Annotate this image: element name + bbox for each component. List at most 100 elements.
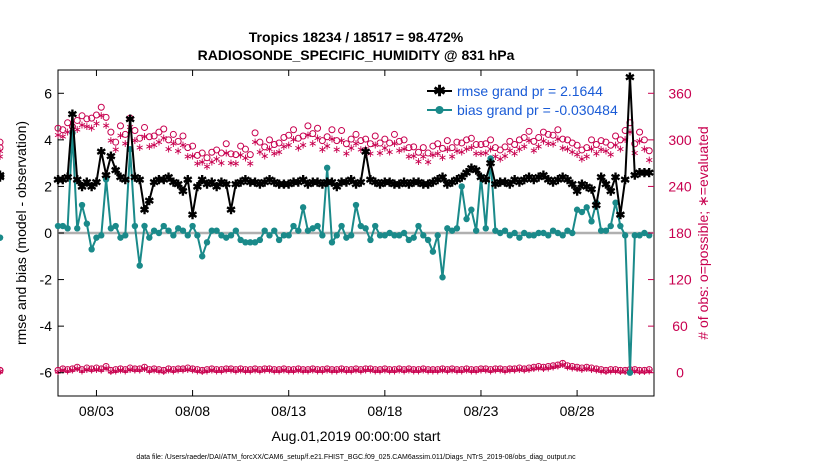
obs-evaluated-point: ∗ [443, 144, 452, 156]
bias-point [458, 183, 465, 190]
obs-possible-point [0, 138, 4, 146]
obs-evaluated-low-point: ∗ [616, 366, 625, 378]
obs-possible-low-point [338, 365, 346, 373]
obs-possible-point [92, 111, 100, 119]
rmse-point: ✱ [462, 166, 472, 180]
rmse-point: ✱ [495, 175, 505, 189]
rmse-point: ✱ [437, 171, 447, 185]
rmse-point: ✱ [413, 175, 423, 189]
rmse-point: ✱ [82, 175, 92, 189]
obs-possible-point [362, 135, 370, 143]
obs-possible-low-point [583, 363, 591, 371]
obs-possible-point [645, 147, 653, 155]
obs-evaluated-point: ∗ [351, 138, 360, 150]
y2-tick-label: 360 [668, 85, 692, 101]
obs-evaluated-low-point: ∗ [183, 364, 192, 376]
bias-point [631, 232, 638, 239]
obs-possible-point [160, 125, 168, 133]
bias-point [583, 204, 590, 211]
obs-possible-point [487, 136, 495, 144]
rmse-point: ✱ [274, 178, 284, 192]
rmse-point: ✱ [168, 175, 178, 189]
obs-evaluated-point: ∗ [318, 144, 327, 156]
obs-possible-low-point [112, 366, 120, 374]
obs-evaluated-low-point: ∗ [58, 365, 67, 377]
rmse-point: ✱ [625, 70, 635, 84]
obs-possible-point [554, 126, 562, 134]
obs-evaluated-low-point: ∗ [308, 365, 317, 377]
obs-evaluated-low-point: ∗ [645, 365, 654, 377]
obs-possible-point [83, 115, 91, 123]
obs-possible-point [501, 143, 509, 151]
obs-possible-low-point [309, 365, 317, 373]
rmse-point: ✱ [202, 178, 212, 192]
obs-evaluated-point: ∗ [87, 122, 96, 134]
bias-point [521, 229, 528, 237]
obs-possible-point [506, 137, 514, 145]
bias-point [645, 232, 653, 239]
obs-possible-low-point [328, 366, 336, 374]
obs-possible-low-point [64, 366, 72, 374]
obs-possible-point [631, 140, 639, 148]
obs-evaluated-point: ∗ [558, 143, 567, 155]
obs-evaluated-low-point: ∗ [111, 365, 120, 377]
obs-possible-low-point [280, 365, 288, 373]
obs-possible-low-point [640, 366, 648, 374]
obs-evaluated-point: ∗ [111, 144, 120, 156]
obs-possible-low-point [179, 365, 187, 373]
obs-possible-point [73, 116, 81, 124]
obs-evaluated-low-point: ∗ [337, 365, 346, 377]
obs-evaluated-low-point: ∗ [53, 366, 62, 378]
obs-possible-point [227, 150, 235, 158]
obs-evaluated-point: ∗ [568, 147, 577, 159]
obs-evaluated-point: ∗ [409, 150, 418, 162]
rmse-point: ✱ [149, 175, 159, 189]
bias-point [256, 236, 264, 244]
obs-possible-low-point [458, 366, 466, 374]
obs-evaluated-point: ∗ [308, 138, 317, 150]
rmse-point: ✱ [236, 175, 246, 189]
obs-possible-low-point [116, 365, 124, 373]
obs-evaluated-low-point: ∗ [524, 364, 533, 376]
obs-evaluated-point: ∗ [544, 138, 553, 150]
rmse-point: ✱ [260, 175, 270, 189]
obs-evaluated-low-point: ∗ [303, 365, 312, 377]
bias-point [405, 236, 413, 244]
bias-point [617, 222, 624, 230]
obs-possible-low-point [563, 362, 571, 370]
obs-evaluated-low-point: ∗ [476, 365, 485, 377]
obs-evaluated-low-point: ∗ [510, 365, 519, 377]
obs-evaluated-point: ∗ [53, 129, 62, 141]
rmse-point: ✱ [534, 171, 544, 185]
bias-point [189, 222, 196, 230]
bias-point [165, 227, 172, 234]
obs-evaluated-low-point: ∗ [178, 365, 187, 377]
rmse-point: ✱ [87, 180, 97, 194]
bias-point [410, 234, 417, 241]
y-tick-label: 4 [44, 132, 52, 148]
rmse-point: ✱ [644, 166, 654, 180]
obs-evaluated-low-point: ∗ [106, 366, 115, 378]
obs-evaluated-low-point: ∗ [520, 365, 529, 377]
bias-point [448, 227, 456, 234]
obs-evaluated-low-point: ∗ [279, 365, 288, 377]
obs-evaluated-point: ∗ [193, 158, 202, 170]
obs-evaluated-low-point: ∗ [428, 365, 437, 377]
obs-possible-point [222, 140, 230, 148]
obs-evaluated-low-point: ∗ [385, 365, 394, 377]
rmse-point: ✱ [558, 171, 568, 185]
rmse-point: ✱ [115, 171, 125, 185]
obs-evaluated-low-point: ∗ [572, 363, 581, 375]
obs-possible-point [453, 138, 461, 146]
rmse-point: ✱ [524, 171, 534, 185]
bias-point [59, 222, 67, 230]
y-axis-ticks: -6 -4 -2 0 2 4 6 [40, 85, 64, 381]
obs-possible-low-point [251, 365, 259, 373]
obs-possible-point [482, 140, 490, 148]
obs-evaluated-point: ∗ [505, 145, 514, 157]
obs-evaluated-point: ∗ [101, 120, 110, 132]
bias-point [213, 227, 220, 234]
obs-evaluated-point: ∗ [313, 133, 322, 145]
obs-possible-low-point [54, 366, 62, 374]
obs-evaluated-low-point: ∗ [140, 363, 149, 375]
